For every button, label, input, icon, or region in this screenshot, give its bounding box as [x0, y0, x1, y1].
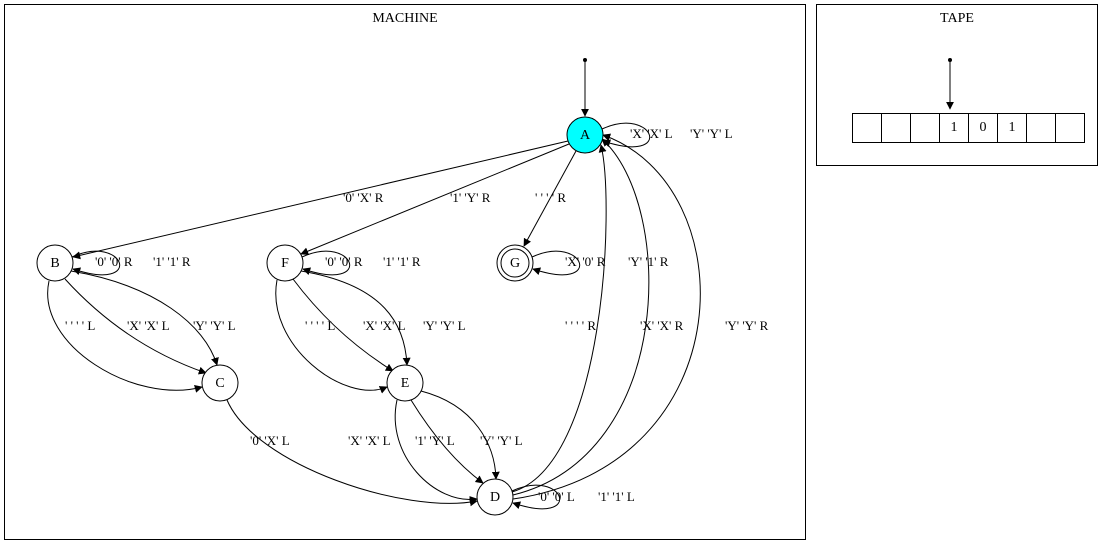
edge-label: '0' '0' R — [95, 254, 133, 269]
machine-svg: 'X' 'X' L 'Y' 'Y' L '0' 'X' R '1' 'Y' R … — [5, 5, 805, 539]
tape-panel: TAPE 1 0 1 — [816, 4, 1098, 166]
node-B: B — [37, 245, 73, 281]
svg-text:B: B — [50, 256, 59, 271]
edge-label: '1' '1' R — [153, 254, 191, 269]
edge-A-B — [73, 141, 568, 257]
tape-cell — [881, 113, 911, 143]
edge-C-D — [227, 400, 477, 503]
edge-label: ' ' ' ' L — [305, 318, 335, 333]
root: MACHINE 'X' 'X' L 'Y' 'Y' L '0' 'X' R '1… — [0, 0, 1104, 544]
edge-label: ' ' ' ' L — [65, 318, 95, 333]
node-G: G — [497, 245, 533, 281]
tape-cell — [1026, 113, 1056, 143]
edge-label: 'X' 'X' L — [630, 126, 673, 141]
node-D: D — [477, 479, 513, 515]
tape-cell: 1 — [939, 113, 969, 143]
edge-label: 'X' 'X' L — [363, 318, 406, 333]
tape-cell — [852, 113, 882, 143]
edge-label: ' ' ' ' R — [535, 190, 566, 205]
edge-label: 'Y' 'Y' R — [725, 318, 769, 333]
edge-label: 'Y' 'Y' L — [423, 318, 466, 333]
edge-label: 'X' 'X' L — [127, 318, 170, 333]
edge-label: ' ' ' ' R — [565, 318, 596, 333]
edge-label: '0' 'X' R — [343, 190, 384, 205]
edge-label: 'Y' 'Y' L — [690, 126, 733, 141]
edge-B-C-1 — [48, 281, 202, 390]
svg-text:E: E — [401, 376, 410, 391]
node-E: E — [387, 365, 423, 401]
edge-label: '1' '1' L — [598, 489, 635, 504]
edge-E-D-1 — [395, 400, 477, 499]
tape-cell: 0 — [968, 113, 998, 143]
edge-label: 'X' 'X' L — [348, 433, 391, 448]
edge-label: '0' '0' R — [325, 254, 363, 269]
tape-cell: 1 — [997, 113, 1027, 143]
node-F: F — [267, 245, 303, 281]
edge-label: '1' '1' R — [383, 254, 421, 269]
edge-label: 'Y' 'Y' L — [193, 318, 236, 333]
tape-cell — [1055, 113, 1085, 143]
edge-label: 'Y' 'Y' L — [480, 433, 523, 448]
tape-cells: 1 0 1 — [853, 113, 1085, 143]
edge-label: 'X' '0' R — [565, 254, 606, 269]
edge-D-A-2 — [513, 139, 649, 495]
edge-label: '1' 'Y' L — [415, 433, 455, 448]
edge-label: 'X' 'X' R — [640, 318, 684, 333]
svg-text:D: D — [490, 490, 500, 505]
machine-title: MACHINE — [5, 11, 805, 27]
machine-panel: MACHINE 'X' 'X' L 'Y' 'Y' L '0' 'X' R '1… — [4, 4, 806, 540]
node-C: C — [202, 365, 238, 401]
edge-label: '0' 'X' L — [250, 433, 290, 448]
svg-text:F: F — [281, 256, 289, 271]
edge-label: '1' 'Y' R — [450, 190, 491, 205]
tape-cell — [910, 113, 940, 143]
edge-label: '0' '0' L — [538, 489, 575, 504]
svg-text:G: G — [510, 256, 520, 271]
svg-text:A: A — [580, 128, 591, 143]
svg-text:C: C — [215, 376, 224, 391]
node-A: A — [567, 117, 603, 153]
tape-title: TAPE — [817, 11, 1097, 27]
